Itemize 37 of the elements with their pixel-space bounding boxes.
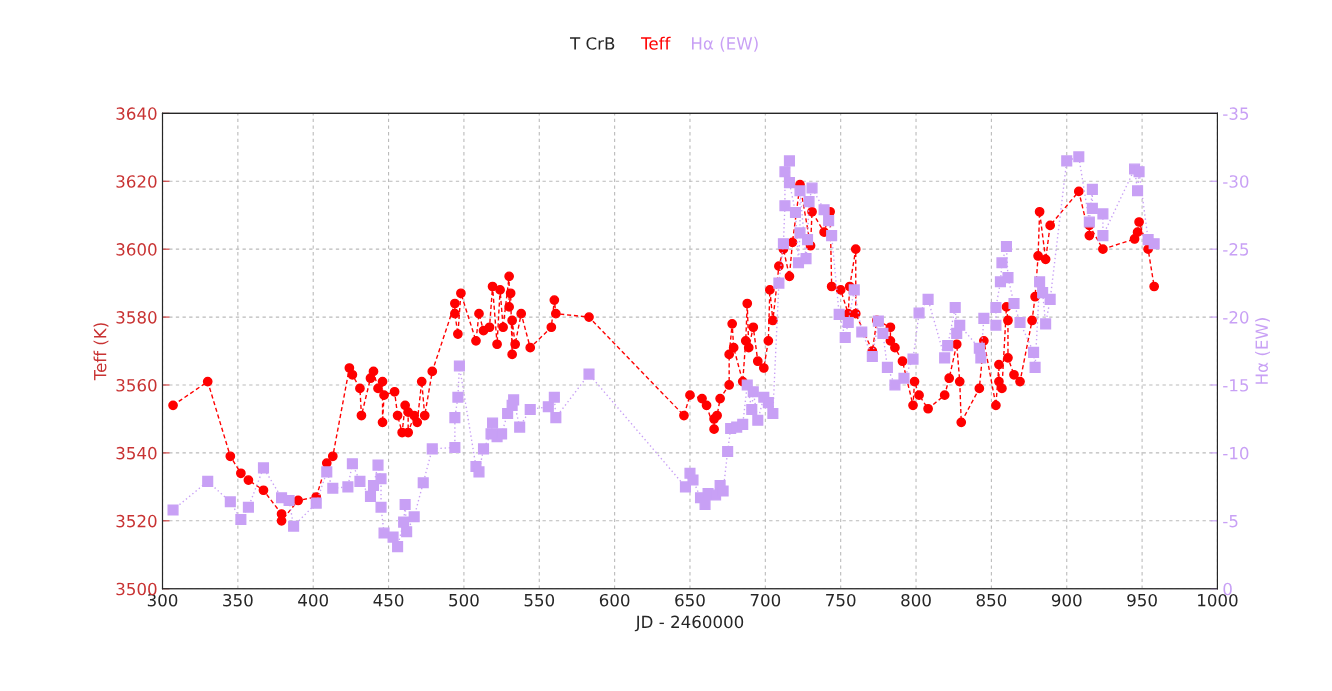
y-tick-label: 3620 <box>116 175 157 188</box>
y2-tick-label: -15 <box>1223 379 1249 392</box>
chart-title: T CrB <box>569 37 615 50</box>
x-tick-label: 350 <box>223 593 253 607</box>
y-tick-label: 3500 <box>116 582 157 596</box>
y-tick-label: 3580 <box>116 311 157 324</box>
y2-tick-label: -30 <box>1223 175 1249 188</box>
y2-tick-label: -35 <box>1223 107 1249 120</box>
y-axis-title: Teff (K) <box>93 323 109 381</box>
x-tick-label: 1000 <box>1198 593 1238 607</box>
y-tick-label: 3560 <box>116 378 157 392</box>
x-tick-label: 500 <box>449 593 479 607</box>
x-tick-label: 650 <box>675 593 705 607</box>
x-tick-label: 300 <box>147 593 178 607</box>
y2-axis-title: Hα (EW) <box>1255 318 1270 384</box>
y2-tick-label: -5 <box>1223 515 1238 528</box>
y-tick-label: 3600 <box>116 243 157 256</box>
y-tick-label: 3640 <box>116 107 157 120</box>
text: Teff <box>640 36 671 50</box>
y-tick-label: 3520 <box>116 514 157 528</box>
text: Hα (EW) <box>692 36 758 52</box>
y2-tick-label: -25 <box>1223 243 1249 256</box>
x-tick-label: 700 <box>750 593 781 607</box>
y2-tick-label: 0 <box>1223 582 1232 596</box>
x-tick-label: 950 <box>1127 593 1157 607</box>
x-tick-label: 800 <box>901 593 931 607</box>
y2-tick-label: -10 <box>1223 446 1249 460</box>
x-tick-label: 850 <box>976 593 1007 607</box>
x-tick-label: 750 <box>826 593 856 607</box>
x-tick-label: 400 <box>298 593 329 607</box>
x-axis-title: JD - 2460000 <box>634 615 744 632</box>
x-tick-label: 600 <box>599 593 630 607</box>
y-tick-label: 3540 <box>116 446 157 460</box>
y2-tick-label: -20 <box>1223 311 1249 324</box>
x-tick-label: 450 <box>373 593 404 607</box>
x-tick-label: 550 <box>524 593 555 607</box>
x-tick-label: 900 <box>1051 593 1082 607</box>
